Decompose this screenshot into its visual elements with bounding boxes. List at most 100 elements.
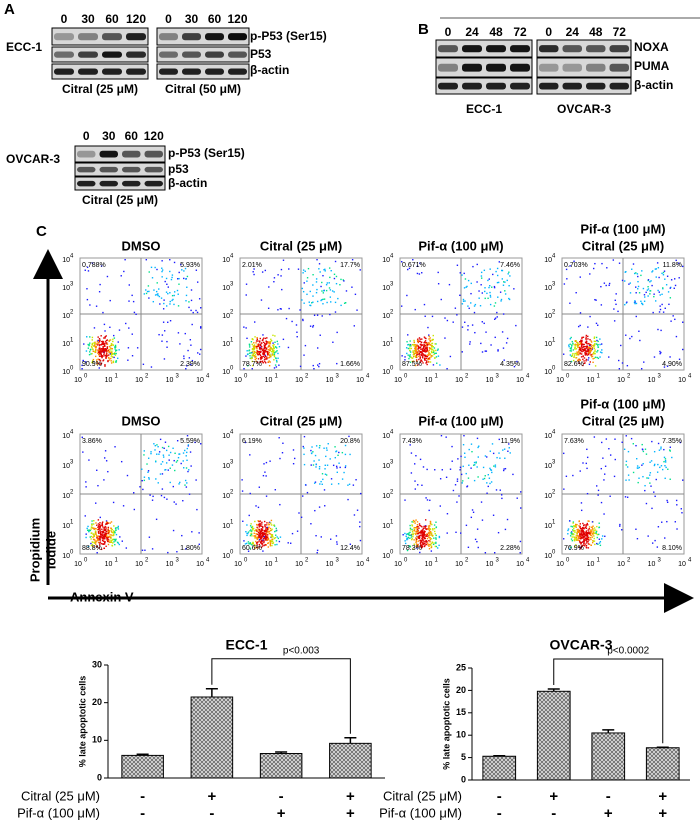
dot	[421, 537, 423, 540]
blot	[51, 27, 149, 46]
dot	[600, 285, 602, 288]
dot	[112, 361, 115, 364]
dot	[142, 363, 145, 366]
dot	[426, 528, 428, 530]
dot	[117, 526, 119, 529]
dot	[265, 475, 267, 477]
dot	[99, 522, 101, 524]
dot	[588, 520, 590, 522]
dot	[452, 489, 455, 492]
dot	[678, 277, 680, 279]
quadrant-value: 87.5%	[402, 361, 422, 368]
dot	[477, 546, 479, 549]
dot	[265, 526, 267, 529]
dot	[424, 527, 426, 529]
dot	[644, 484, 646, 487]
bar	[482, 755, 517, 781]
dot	[661, 303, 663, 306]
dot	[449, 355, 452, 358]
dot	[324, 464, 326, 466]
dot	[98, 349, 100, 351]
dot	[462, 480, 464, 482]
dot	[171, 294, 174, 297]
dot	[444, 337, 446, 339]
dot	[183, 357, 185, 360]
dot	[169, 300, 171, 303]
dot	[131, 333, 133, 335]
dot	[273, 524, 275, 527]
dot	[128, 327, 130, 329]
dot	[145, 289, 147, 291]
dot	[466, 486, 468, 488]
dot	[642, 475, 644, 478]
dot	[94, 350, 96, 352]
dot	[105, 355, 108, 358]
dot	[581, 340, 583, 343]
dot	[166, 340, 168, 343]
dot	[161, 260, 163, 262]
dot	[467, 305, 469, 307]
dot	[582, 522, 584, 525]
panel-label: A	[4, 1, 15, 18]
dot	[635, 444, 637, 447]
dot	[264, 346, 267, 349]
dot	[99, 539, 102, 541]
dot	[583, 545, 586, 547]
dot	[658, 291, 660, 293]
y-axis-label: % late apoptotic cells	[441, 678, 451, 770]
dot	[601, 352, 603, 354]
dot	[582, 355, 584, 358]
dot	[420, 341, 423, 343]
dot	[265, 461, 268, 464]
dot	[416, 529, 419, 531]
dot	[133, 492, 135, 494]
y-tick-label: 15	[456, 707, 466, 717]
dot	[145, 292, 148, 295]
dot	[669, 450, 671, 452]
tick-base: 10	[222, 493, 230, 500]
dot	[406, 537, 408, 539]
dot	[491, 443, 494, 445]
dot	[424, 341, 426, 344]
quadrant-value: 0.671%	[402, 262, 426, 269]
dot	[257, 533, 259, 536]
dot	[289, 542, 292, 544]
dot	[156, 282, 158, 284]
dot	[467, 279, 470, 282]
band	[586, 82, 606, 90]
dot	[590, 349, 593, 351]
dot	[572, 359, 575, 362]
dot	[267, 307, 270, 310]
dot	[490, 344, 492, 346]
dot	[102, 530, 105, 533]
dot	[563, 283, 566, 285]
dot	[110, 344, 113, 347]
dot	[503, 359, 505, 361]
dot	[96, 545, 98, 548]
dot	[93, 342, 95, 344]
dot	[422, 532, 424, 535]
dot	[327, 443, 329, 445]
dot	[321, 473, 324, 475]
dot	[98, 539, 101, 541]
dot	[585, 345, 587, 348]
dot	[155, 518, 158, 521]
dot	[413, 339, 415, 342]
tick-base: 10	[648, 377, 656, 384]
dot	[313, 482, 316, 484]
dot	[592, 351, 595, 354]
dot	[426, 540, 428, 543]
dot	[106, 535, 108, 538]
dot	[411, 521, 413, 523]
dot	[169, 451, 172, 454]
dot	[199, 353, 201, 355]
dot	[669, 287, 671, 289]
dot	[588, 526, 591, 528]
dot	[578, 358, 580, 361]
dot	[408, 532, 410, 534]
dot	[428, 353, 430, 355]
dot	[281, 288, 283, 291]
dot	[576, 359, 579, 361]
dot	[653, 293, 655, 295]
dot	[315, 278, 318, 280]
